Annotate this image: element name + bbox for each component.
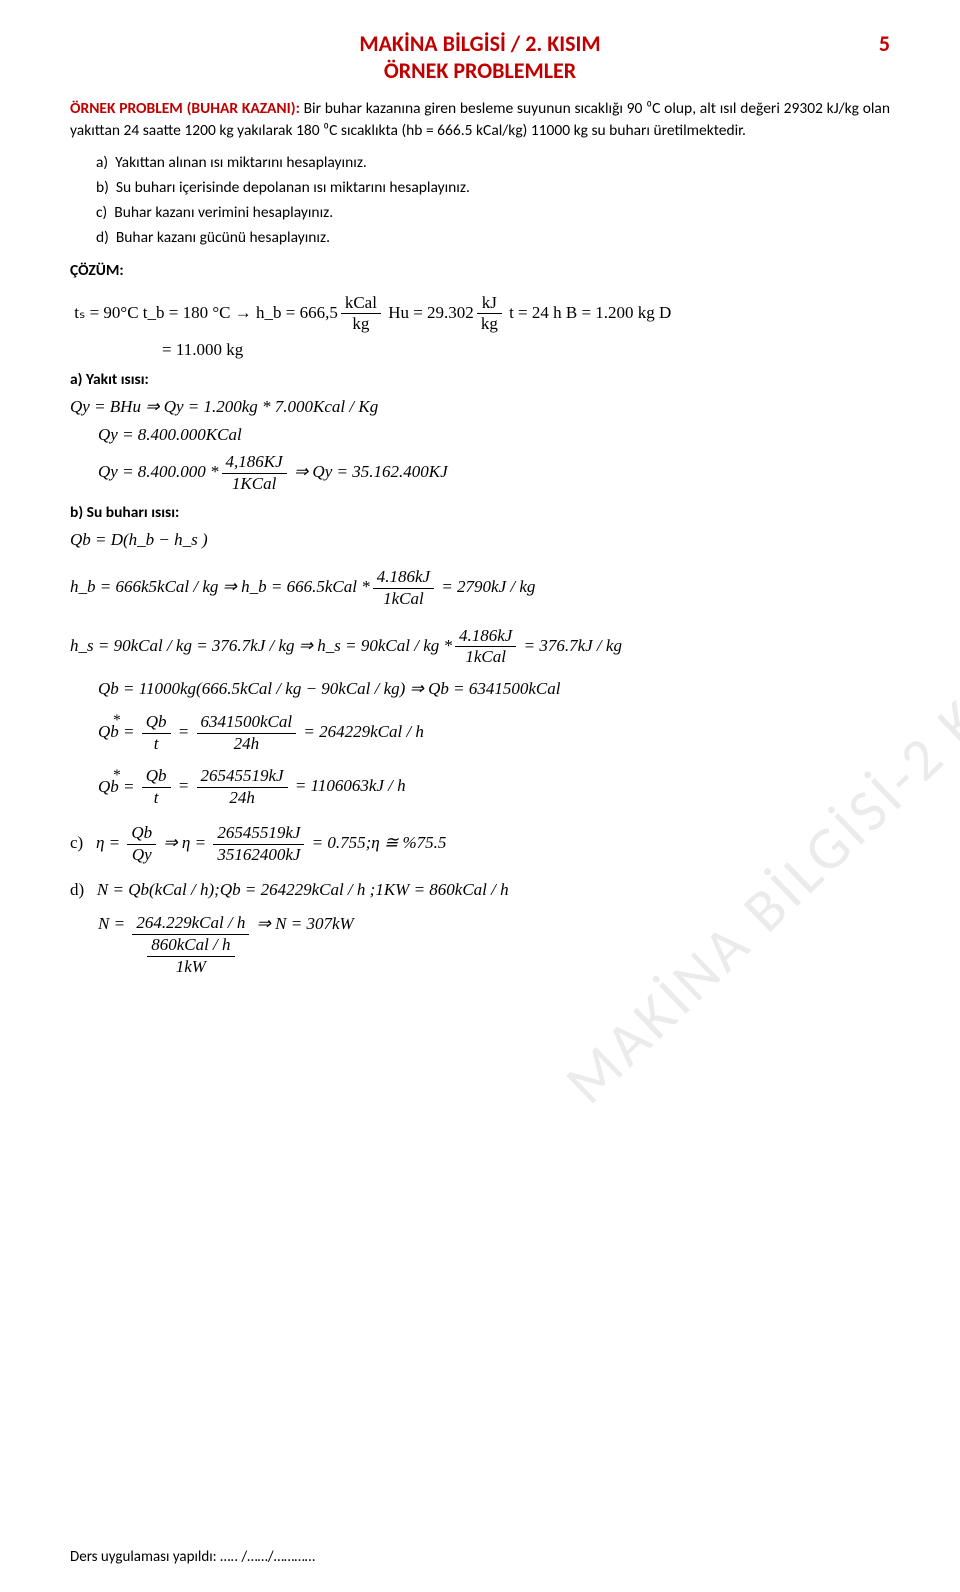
solution-heading: ÇÖZÜM: [70,261,890,280]
page-footer: Ders uygulaması yapıldı: ….. /……/………… [70,1548,315,1566]
page-container: MAKİNA BİLGİSİ-2 KEMAL ÜÇÜNCÜ MAKİNA BİL… [0,0,960,1592]
question-c: c) Buhar kazanı verimini hesaplayınız. [96,201,890,226]
problem-statement: ÖRNEK PROBLEM (BUHAR KAZANI): Bir buhar … [70,98,890,141]
question-list: a) Yakıttan alınan ısı miktarını hesapla… [96,151,890,250]
eq-given-2: = 11.000 kg [162,340,890,360]
eq-b2: h_b = 666k5kCal / kg ⇒ h_b = 666.5kCal *… [70,568,890,608]
section-b-label: b) Su buharı ısısı: [70,503,890,522]
eq-c: c) η = QbQy ⇒ η = 26545519kJ35162400kJ =… [70,824,890,864]
eq-b3: h_s = 90kCal / kg = 376.7kJ / kg ⇒ h_s =… [70,627,890,667]
page-number: 5 [879,30,890,57]
header-line-2: ÖRNEK PROBLEMLER [70,57,890,84]
eq-given-1: tₛ = 90°C t_b = 180 °C → h_b = 666,5kCal… [70,294,890,334]
header-line-1: MAKİNA BİLGİSİ / 2. KISIM [70,30,890,57]
eq-b5: Qb = Qbt = 6341500kCal24h = 264229kCal /… [98,713,890,753]
eq-a1: Qy = BHu ⇒ Qy = 1.200kg * 7.000Kcal / Kg [70,397,890,417]
eq-d1: d) N = Qb(kCal / h);Qb = 264229kCal / h … [70,880,890,900]
question-d: d) Buhar kazanı gücünü hesaplayınız. [96,226,890,251]
eq-a2: Qy = 8.400.000KCal [98,425,890,445]
question-a: a) Yakıttan alınan ısı miktarını hesapla… [96,151,890,176]
eq-b4: Qb = 11000kg(666.5kCal / kg − 90kCal / k… [98,679,890,699]
eq-b6: Qb = Qbt = 26545519kJ24h = 1106063kJ / h [98,767,890,807]
problem-title: ÖRNEK PROBLEM (BUHAR KAZANI): [70,99,300,118]
page-header: MAKİNA BİLGİSİ / 2. KISIM ÖRNEK PROBLEML… [70,30,890,84]
eq-d2: N = 264.229kCal / h 860kCal / h 1kW ⇒ N … [98,914,890,976]
eq-b1: Qb = D(h_b − h_s ) [70,530,890,550]
question-b: b) Su buharı içerisinde depolanan ısı mi… [96,176,890,201]
eq-a3: Qy = 8.400.000 *4,186KJ1KCal ⇒ Qy = 35.1… [98,453,890,493]
section-a-label: a) Yakıt ısısı: [70,370,890,389]
